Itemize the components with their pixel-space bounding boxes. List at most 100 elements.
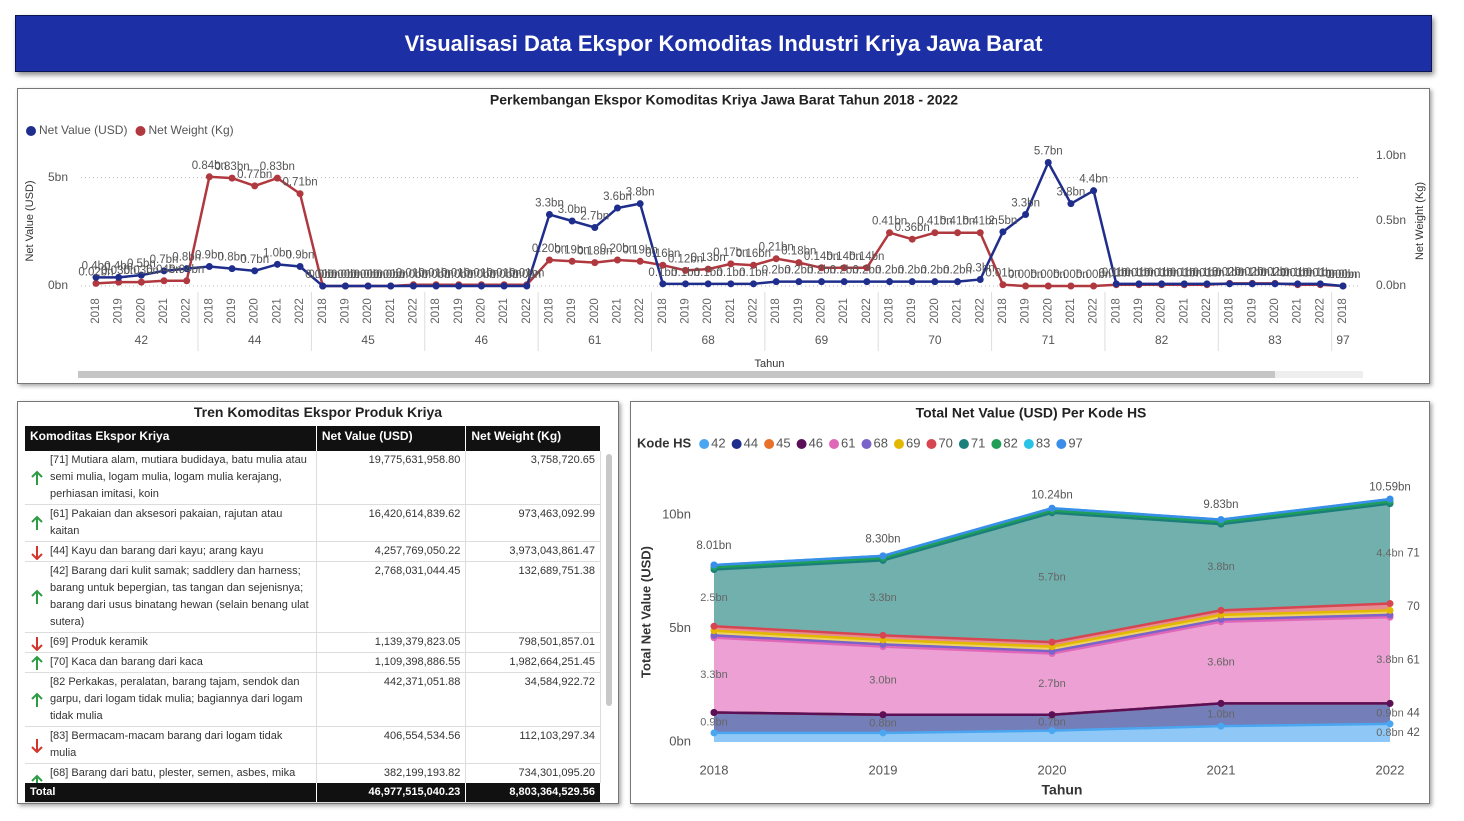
series-point (387, 282, 395, 290)
table-cell: 973,463,092.99 (465, 504, 601, 542)
series-point (591, 224, 599, 231)
data-label: 0.01bn (1280, 268, 1315, 280)
series-point (931, 278, 939, 286)
data-label: 0.9bn (286, 250, 315, 262)
series-point (795, 259, 803, 267)
data-label: 0.83bn (260, 161, 295, 173)
series-point (1067, 282, 1075, 290)
table-row: [44] Kayu dan barang dari kayu; arang ka… (25, 541, 601, 562)
data-label: 0.0bn (308, 269, 337, 281)
legend-label: 68 (874, 435, 888, 450)
series-point (750, 261, 758, 269)
data-label: 2.5bn (989, 215, 1018, 227)
data-label: 0.01bn (1167, 268, 1202, 280)
table-cell: 132,689,751.38 (465, 561, 601, 633)
series-point (954, 278, 962, 286)
y2-axis-title: Net Weight (Kg) (1414, 182, 1426, 260)
series-point (863, 264, 871, 272)
data-label: 3.8bn (1376, 654, 1404, 666)
legend-marker (26, 126, 36, 136)
legend-marker (991, 439, 1002, 449)
cell-text: [82 Perkakas, peralatan, barang tajam, s… (50, 676, 303, 722)
data-label: 0.01bn (1144, 268, 1179, 280)
x-group-label: 46 (475, 333, 489, 347)
series-point (659, 280, 667, 288)
data-label: 0.13bn (691, 252, 726, 264)
data-label: 0.00bn (1053, 269, 1088, 281)
data-label: 4.4bn (1376, 548, 1404, 560)
area-fill (714, 617, 1390, 715)
legend-marker (796, 439, 807, 449)
trend-icon (31, 692, 43, 707)
data-label: 0.1bn (694, 267, 723, 279)
y-tick-label: 0bn (48, 278, 68, 292)
trend-arrow (31, 655, 43, 670)
table-row: [71] Mutiara alam, mutiara budidaya, bat… (25, 451, 601, 505)
data-label: 0.18bn (577, 246, 612, 258)
table-cell: 4,257,769,050.22 (316, 541, 467, 562)
data-label: 0.17bn (713, 247, 748, 259)
data-label: 0.2bn (875, 265, 904, 277)
data-label: 3.3bn (700, 669, 728, 681)
area-point (1386, 699, 1394, 707)
data-label: 0.00bn (305, 269, 340, 281)
x-tick-label: 2019 (113, 298, 125, 324)
scrollbar[interactable] (606, 454, 612, 706)
series-point (296, 190, 304, 198)
series-point (999, 228, 1007, 236)
data-label: 0.9bn (195, 250, 224, 262)
data-label: 0.21bn (759, 242, 794, 254)
data-label: 0.2bn (762, 265, 791, 277)
cell-text: 112,103,297.34 (519, 730, 595, 742)
data-label: 3.3bn (869, 592, 897, 604)
total-cell: 46,977,515,040.23 (316, 783, 467, 803)
table-cell: [42] Barang dari kulit samak; saddlery d… (25, 561, 317, 633)
table-cell: 442,371,051.88 (316, 672, 467, 727)
series-point (840, 264, 848, 272)
x-tick-label: 2022 (521, 298, 533, 324)
trend-arrow (31, 739, 43, 753)
data-label: 0.01bn (464, 268, 499, 280)
series-point (568, 217, 576, 225)
line-panel: Perkembangan Ekspor Komoditas Kriya Jawa… (17, 88, 1430, 384)
x-tick-label: 2021 (1292, 298, 1304, 324)
series-point (591, 259, 599, 267)
series-point (931, 229, 939, 237)
cell-content: [42] Barang dari kulit samak; saddlery d… (30, 563, 311, 631)
data-label: 0.8bn (1376, 727, 1404, 739)
data-label: 0.1bn (739, 267, 768, 279)
data-label: 3.8bn (1207, 561, 1235, 573)
x-tick-label: 2019 (566, 298, 578, 324)
cell-text: [44] Kayu dan barang dari kayu; arang ka… (50, 545, 264, 557)
x-group-label: 83 (1268, 333, 1282, 347)
cell-content: [82 Perkakas, peralatan, barang tajam, s… (30, 674, 311, 725)
cell-text: 4,257,769,050.22 (374, 545, 461, 557)
data-label: 5.7bn (1038, 571, 1066, 583)
y-tick-label: 5bn (48, 170, 68, 184)
cell-text: 734,301,095.20 (518, 767, 595, 779)
table-cell: 1,109,398,886.55 (316, 652, 467, 673)
area-point (1048, 504, 1056, 512)
series-point (1090, 187, 1098, 195)
x-tick-label: 2018 (203, 298, 215, 324)
trend-icon (31, 515, 43, 530)
data-label: 0.16bn (645, 248, 680, 260)
cell-text: 442,371,051.88 (383, 676, 461, 688)
table-cell: 16,420,614,839.62 (316, 504, 467, 542)
x-tick-label: 2018 (770, 298, 782, 324)
total-label: 9.83bn (1203, 499, 1238, 511)
data-label: 0.1bn (648, 267, 677, 279)
total-label: 8.30bn (865, 534, 900, 546)
data-label: 0.01bn (1303, 268, 1338, 280)
x-group-label: 45 (361, 333, 375, 347)
data-label: 0.14bn (827, 251, 862, 263)
x-axis-title: Tahun (755, 358, 785, 370)
legend-marker (764, 439, 775, 449)
area-point (1386, 495, 1394, 503)
series-point (296, 263, 304, 270)
scroll-thumb[interactable] (78, 371, 1275, 378)
data-label: 0.14bn (804, 251, 839, 263)
table: Komoditas Ekspor Kriya Net Value (USD) Net… (25, 426, 601, 801)
series-point (455, 282, 463, 290)
series-point (273, 260, 281, 268)
